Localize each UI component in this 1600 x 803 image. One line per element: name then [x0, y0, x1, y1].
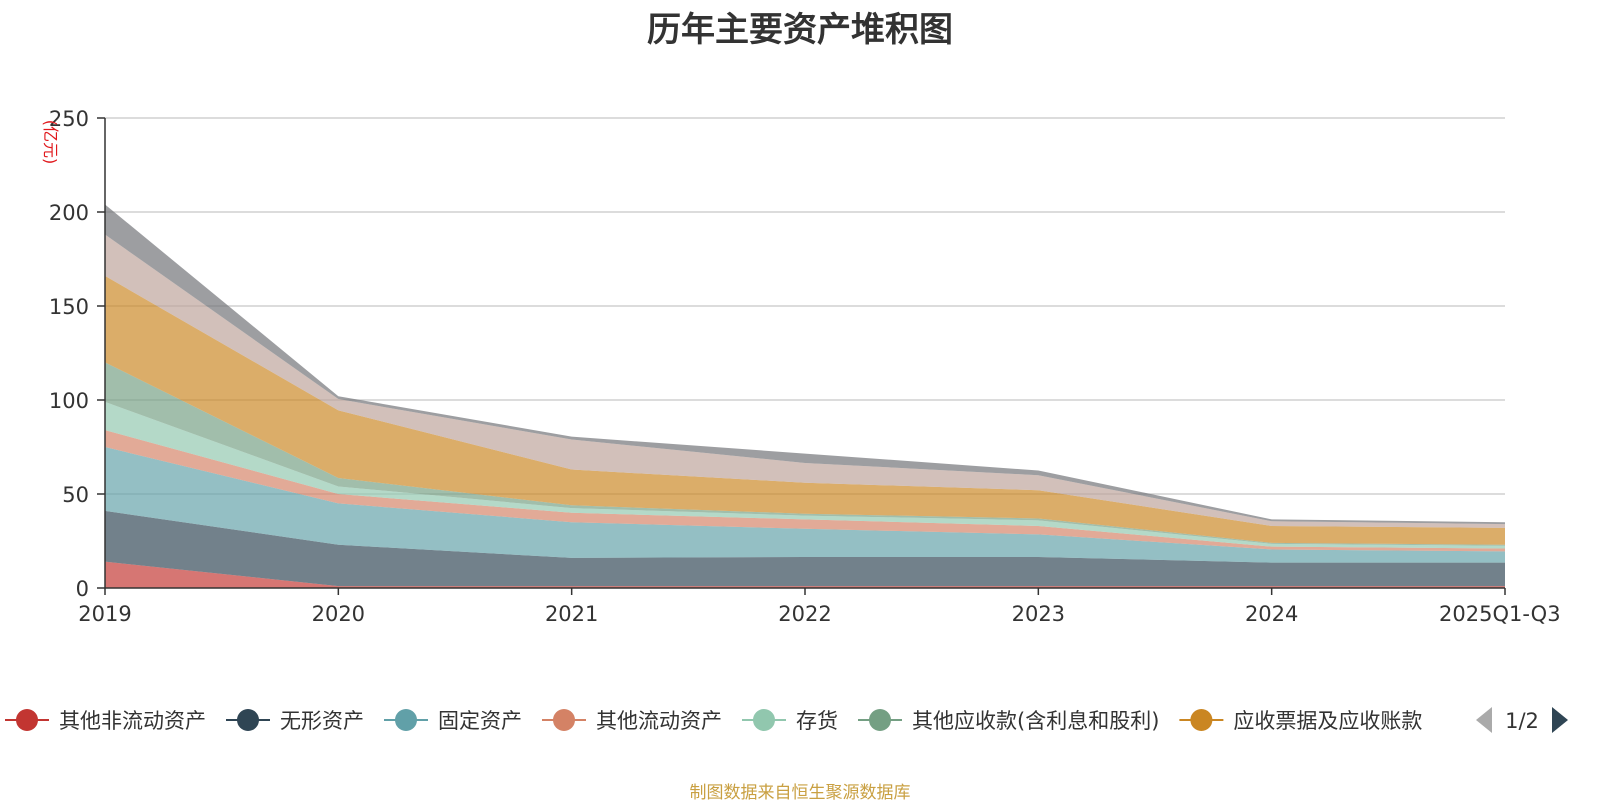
legend: 其他非流动资产 无形资产 固定资产 其他流动资产 存货 其他应收款(含利息和股利) 应收票据…	[5, 709, 1422, 733]
legend-item[interactable]: 其他流动资产	[542, 709, 722, 733]
x-tick-label: 2023	[1012, 602, 1065, 626]
legend-item[interactable]: 其他非流动资产	[5, 709, 206, 733]
legend-next-arrow-icon[interactable]	[1552, 707, 1568, 733]
legend-circle-marker	[237, 709, 259, 731]
y-tick-label: 50	[62, 483, 89, 507]
legend-item[interactable]: 应收票据及应收账款	[1179, 709, 1422, 733]
area-series-4	[105, 430, 1505, 552]
legend-circle-marker	[553, 709, 575, 731]
y-tick-label: 100	[49, 389, 89, 413]
legend-circle-marker	[16, 709, 38, 731]
x-tick-label: 2022	[778, 602, 831, 626]
axes: 0 50 100 150 200 250 2019 2020 2021 2022 2023 2024 2…	[49, 107, 1561, 626]
legend-item[interactable]: 固定资产	[384, 709, 522, 733]
legend-circle-marker	[1190, 709, 1213, 731]
x-tick-label: 2024	[1245, 602, 1298, 626]
area-series-7	[105, 275, 1505, 545]
legend-label: 固定资产	[438, 709, 522, 733]
x-tick-label: 2019	[78, 602, 131, 626]
chart-title: 历年主要资产堆积图	[647, 10, 953, 50]
legend-items: 其他非流动资产 无形资产 固定资产 其他流动资产 存货 其他应收款(含利息和股利) 应收票据…	[5, 709, 1422, 733]
legend-item[interactable]: 存货	[742, 709, 838, 733]
area-series-3	[105, 447, 1505, 563]
x-tick-label: 2021	[545, 602, 598, 626]
y-axis-unit-label: (亿元)	[41, 120, 60, 165]
legend-item[interactable]: 无形资产	[226, 709, 364, 733]
legend-label: 其他非流动资产	[59, 709, 206, 733]
legend-circle-marker	[753, 709, 775, 731]
y-tick-label: 250	[49, 107, 89, 131]
y-tick-label: 200	[49, 201, 89, 225]
legend-page-indicator: 1/2	[1505, 709, 1539, 733]
legend-circle-marker	[395, 709, 417, 731]
area-series-9	[105, 204, 1505, 525]
legend-label: 存货	[796, 709, 838, 733]
legend-circle-marker	[869, 709, 891, 731]
legend-label: 其他应收款(含利息和股利)	[912, 709, 1159, 733]
legend-label: 其他流动资产	[596, 709, 722, 733]
legend-label: 无形资产	[280, 709, 364, 733]
area-series-1	[105, 561, 1505, 588]
source-note: 制图数据来自恒生聚源数据库	[689, 783, 911, 803]
y-tick-label: 0	[76, 577, 89, 601]
x-tick-label: 2020	[312, 602, 365, 626]
area-series-8	[105, 234, 1505, 528]
legend-label: 应收票据及应收账款	[1233, 709, 1422, 733]
y-tick-label: 150	[49, 295, 89, 319]
legend-pager: 1/2	[1476, 707, 1568, 733]
legend-item[interactable]: 其他应收款(含利息和股利)	[858, 709, 1159, 733]
legend-prev-arrow-icon[interactable]	[1476, 707, 1492, 733]
area-series-2	[105, 510, 1505, 587]
x-tick-label: 2025Q1-Q3	[1439, 602, 1561, 626]
area-series-group	[105, 204, 1505, 588]
area-series-5	[105, 401, 1505, 549]
